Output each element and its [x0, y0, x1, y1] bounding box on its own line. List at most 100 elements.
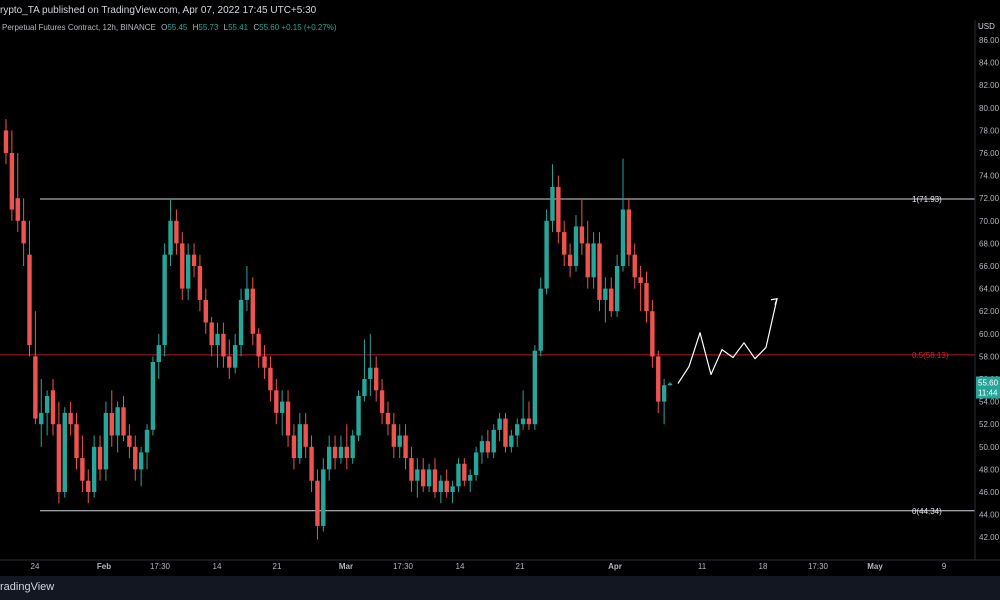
price-tick-label: 70.00: [979, 217, 1000, 226]
candle-body: [421, 469, 426, 487]
candle-body: [591, 243, 596, 278]
candle-body: [244, 288, 250, 300]
close-label: C: [253, 23, 260, 32]
candle-body: [344, 446, 350, 459]
price-tick-label: 48.00: [979, 465, 1000, 474]
candle-body: [426, 469, 432, 487]
price-tick-label: 66.00: [979, 262, 1000, 271]
candle-body: [268, 367, 273, 391]
candle-body: [415, 469, 420, 481]
candle-body: [509, 435, 514, 447]
candle-body: [397, 435, 402, 447]
countdown-label: 11:44: [978, 389, 998, 398]
candle-body: [68, 412, 73, 425]
candle-body: [256, 333, 261, 357]
candle-body: [362, 379, 367, 396]
brand-logo[interactable]: radingView: [0, 581, 55, 593]
candle-body: [291, 435, 297, 459]
candle-body: [567, 254, 573, 266]
projection-line: [677, 298, 778, 384]
current-price-label: 55.60: [978, 379, 999, 388]
candle-body: [385, 412, 391, 425]
price-tick-label: 44.00: [979, 511, 1000, 520]
price-tick-label: 78.00: [979, 126, 1000, 135]
projection-arrowhead: [770, 298, 778, 305]
price-tick-label: 54.00: [979, 398, 1000, 407]
currency-label[interactable]: USD: [978, 22, 995, 31]
open-label: O: [161, 23, 168, 32]
candle-body: [379, 390, 385, 413]
candle-body: [3, 130, 9, 153]
candle-body: [221, 333, 226, 357]
candle-body: [650, 311, 655, 357]
candle-body: [403, 435, 408, 459]
candle-body: [626, 209, 632, 255]
candle-body: [180, 243, 185, 289]
candle-body: [450, 486, 455, 492]
price-tick-label: 76.00: [979, 149, 1000, 158]
candle-body: [162, 254, 167, 346]
candle-body: [127, 435, 132, 447]
candle-body: [15, 198, 20, 221]
candle-body: [597, 243, 602, 300]
top-bar: rypto_TA published on TradingView.com, A…: [0, 0, 1000, 20]
candle-body: [603, 288, 608, 300]
candle-body: [661, 385, 667, 402]
fib-level-label: 0(44.34): [912, 507, 942, 516]
time-tick-label: May: [867, 562, 883, 571]
time-tick-label: Feb: [97, 562, 111, 571]
time-tick-label: 9: [942, 562, 947, 571]
fib-level-label: 1(71.93): [912, 195, 942, 204]
candle-body: [262, 356, 267, 368]
time-tick-label: 18: [759, 562, 768, 571]
open-value: 55.45: [167, 23, 188, 32]
symbol-title: Perpetual Futures Contract, 12h, BINANCE: [2, 23, 156, 32]
candle-body: [538, 288, 543, 351]
candle-body: [356, 395, 361, 436]
candle-body: [74, 424, 79, 459]
candle-body: [109, 412, 114, 436]
candle-body: [550, 186, 555, 221]
price-tick-label: 42.00: [979, 533, 1000, 542]
price-tick-label: 52.00: [979, 420, 1000, 429]
candle-body: [544, 220, 549, 289]
price-tick-label: 62.00: [979, 307, 1000, 316]
candle-body: [462, 463, 467, 481]
candle-body: [103, 412, 109, 470]
candle-body: [238, 299, 244, 346]
candle-body: [350, 435, 355, 459]
candle-body: [368, 367, 373, 379]
candle-body: [174, 220, 179, 244]
price-tick-label: 46.00: [979, 488, 1000, 497]
price-tick-label: 68.00: [979, 239, 1000, 248]
candle-body: [191, 254, 197, 266]
candle-body: [27, 254, 32, 346]
candle-body: [485, 441, 491, 453]
candle-body: [197, 266, 203, 300]
candle-body: [579, 226, 585, 244]
price-tick-label: 50.00: [979, 443, 1000, 452]
candle-body: [121, 407, 126, 436]
candle-body: [497, 418, 502, 430]
candle-body: [44, 395, 50, 413]
price-axis: 86.00 84.00 82.00 80.00 78.00 76.00 74.00 72.00…: [974, 20, 1000, 560]
candle-body: [479, 441, 485, 453]
low-label: L: [223, 23, 229, 32]
time-tick-label: Apr: [608, 562, 622, 571]
candle-body: [338, 446, 344, 459]
candle-body: [632, 254, 637, 278]
candle-body: [86, 480, 91, 492]
change-value: +0.15 (+0.27%): [281, 23, 337, 32]
candle-body: [638, 277, 643, 283]
candle-body: [409, 458, 414, 481]
candle-body: [432, 469, 438, 492]
price-tick-label: 64.00: [979, 285, 1000, 294]
candle-body: [309, 446, 314, 481]
projection-path: [677, 298, 778, 384]
candle-body: [620, 209, 626, 266]
candle-body: [562, 232, 567, 255]
time-tick-label: 11: [698, 562, 707, 571]
time-tick-label: 14: [213, 562, 222, 571]
candle-body: [279, 401, 285, 413]
